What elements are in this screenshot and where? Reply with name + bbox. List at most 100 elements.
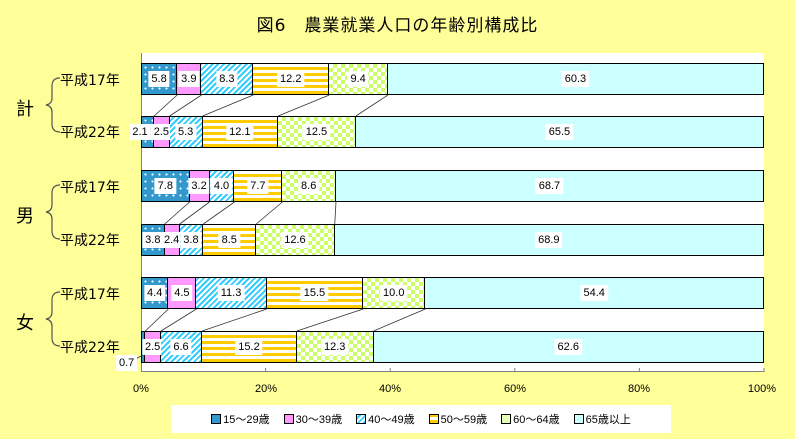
seg-15-29: 4.4 — [141, 277, 169, 309]
row-label-total-h22: 平成22年 — [60, 125, 120, 141]
data-label: 12.1 — [226, 124, 254, 140]
group-braces — [45, 77, 61, 347]
x-tick-0: 0% — [133, 383, 149, 395]
seg-50-59: 8.5 — [203, 224, 257, 256]
seg-40-49: 3.8 — [179, 224, 204, 256]
data-label: 7.7 — [247, 178, 269, 194]
legend: 15〜29歳 30〜39歳 40〜49歳 50〜59歳 60〜64歳 65歳以上 — [171, 405, 671, 433]
data-label: 12.2 — [277, 71, 305, 87]
data-label: 9.4 — [347, 71, 369, 87]
bar-female-h17: 4.4 4.5 11.3 15.5 10.0 54.4 — [141, 277, 764, 309]
x-tick-60: 60% — [503, 383, 527, 395]
group-label-male: 男 — [16, 206, 34, 227]
data-label: 11.3 — [217, 285, 245, 301]
legend-swatch-icon — [356, 414, 367, 424]
data-label: 8.6 — [298, 178, 320, 194]
legend-swatch-icon — [283, 414, 294, 424]
seg-65plus: 68.9 — [334, 224, 764, 256]
plot-area — [141, 53, 764, 372]
seg-30-39: 3.2 — [188, 170, 210, 202]
seg-60-64: 12.5 — [278, 116, 356, 148]
data-label: 12.3 — [321, 339, 349, 355]
seg-40-49: 6.6 — [160, 331, 203, 363]
seg-50-59: 12.2 — [253, 63, 330, 95]
data-label: 3.8 — [142, 232, 164, 248]
data-label: 0.7 — [116, 355, 138, 371]
seg-60-64: 8.6 — [282, 170, 336, 202]
x-tick-40: 40% — [378, 383, 402, 395]
legend-swatch-icon — [428, 414, 439, 424]
x-tick-80: 80% — [627, 383, 651, 395]
seg-15-29: 5.8 — [141, 63, 178, 95]
legend-item-65plus: 65歳以上 — [573, 411, 631, 427]
x-tick-20: 20% — [254, 383, 278, 395]
row-label-female-h17: 平成17年 — [60, 287, 120, 303]
data-label: 4.0 — [210, 178, 233, 194]
data-label: 10.0 — [380, 285, 408, 301]
brace-icon — [45, 184, 61, 240]
seg-50-59: 7.7 — [234, 170, 283, 202]
data-label: 12.5 — [302, 124, 331, 140]
data-label: 62.6 — [554, 339, 582, 355]
bar-female-h22: 2.5 6.6 15.2 12.3 62.6 — [141, 331, 764, 363]
data-label: 2.4 — [160, 232, 183, 248]
legend-swatch-icon — [573, 414, 584, 424]
data-label: 8.3 — [216, 71, 238, 87]
seg-30-39: 4.5 — [168, 277, 197, 309]
seg-50-59: 15.5 — [266, 277, 364, 309]
data-label: 15.2 — [235, 339, 263, 355]
data-label: 3.2 — [188, 178, 210, 194]
bar-male-h17: 7.8 3.2 4.0 7.7 8.6 68.7 — [141, 170, 764, 202]
bar-total-h22: 2.1 2.5 5.3 12.1 12.5 65.5 — [129, 116, 764, 148]
seg-60-64: 9.4 — [329, 63, 388, 95]
legend-swatch-icon — [211, 414, 222, 424]
seg-50-59: 15.2 — [202, 331, 297, 363]
seg-50-59: 12.1 — [202, 116, 279, 148]
legend-swatch-icon — [501, 414, 512, 424]
legend-item-40-49: 40〜49歳 — [356, 411, 415, 427]
row-label-male-h22: 平成22年 — [60, 233, 120, 249]
data-label: 65.5 — [545, 124, 574, 140]
seg-60-64: 12.6 — [256, 224, 335, 256]
data-label: 68.7 — [535, 178, 564, 194]
seg-15-29: 7.8 — [141, 170, 190, 202]
data-label: 5.8 — [148, 71, 170, 87]
data-label: 5.3 — [174, 124, 197, 140]
seg-65plus: 60.3 — [387, 63, 764, 95]
seg-30-39: 2.5 — [141, 331, 164, 363]
seg-60-64: 12.3 — [296, 331, 374, 363]
legend-item-50-59: 50〜59歳 — [428, 411, 487, 427]
data-label: 7.8 — [154, 178, 176, 194]
data-label: 3.8 — [180, 232, 202, 248]
seg-40-49: 5.3 — [169, 116, 203, 148]
bar-total-h17: 5.8 3.9 8.3 12.2 9.4 60.3 — [141, 63, 764, 95]
seg-65plus: 54.4 — [425, 277, 764, 309]
brace-icon — [45, 77, 61, 133]
bar-male-h22: 3.8 2.4 3.8 8.5 12.6 68.9 — [141, 224, 764, 256]
seg-40-49: 8.3 — [201, 63, 254, 95]
data-label: 8.5 — [218, 232, 240, 248]
row-label-total-h17: 平成17年 — [60, 73, 120, 89]
data-label: 2.1 — [129, 124, 151, 140]
legend-item-15-29: 15〜29歳 — [211, 411, 270, 427]
group-label-total: 計 — [16, 99, 34, 120]
seg-30-39: 3.9 — [177, 63, 202, 95]
brace-icon — [45, 291, 61, 347]
seg-30-39: 2.4 — [160, 224, 183, 256]
seg-65plus: 68.7 — [335, 170, 764, 202]
seg-65plus: 62.6 — [373, 331, 764, 363]
seg-40-49: 11.3 — [196, 277, 267, 309]
data-label: 54.4 — [580, 285, 608, 301]
group-label-female: 女 — [16, 313, 34, 334]
x-tick-100: 100% — [747, 383, 777, 395]
data-label: 6.6 — [170, 339, 192, 355]
legend-item-60-64: 60〜64歳 — [501, 411, 560, 427]
seg-30-39: 2.5 — [150, 116, 173, 148]
seg-15-29: 3.8 — [141, 224, 165, 256]
data-label: 4.5 — [171, 285, 193, 301]
row-label-male-h17: 平成17年 — [60, 180, 120, 196]
data-label: 2.5 — [141, 339, 164, 355]
data-label: 3.9 — [178, 71, 200, 87]
data-label: 60.3 — [561, 71, 590, 87]
data-label: 2.5 — [150, 124, 173, 140]
